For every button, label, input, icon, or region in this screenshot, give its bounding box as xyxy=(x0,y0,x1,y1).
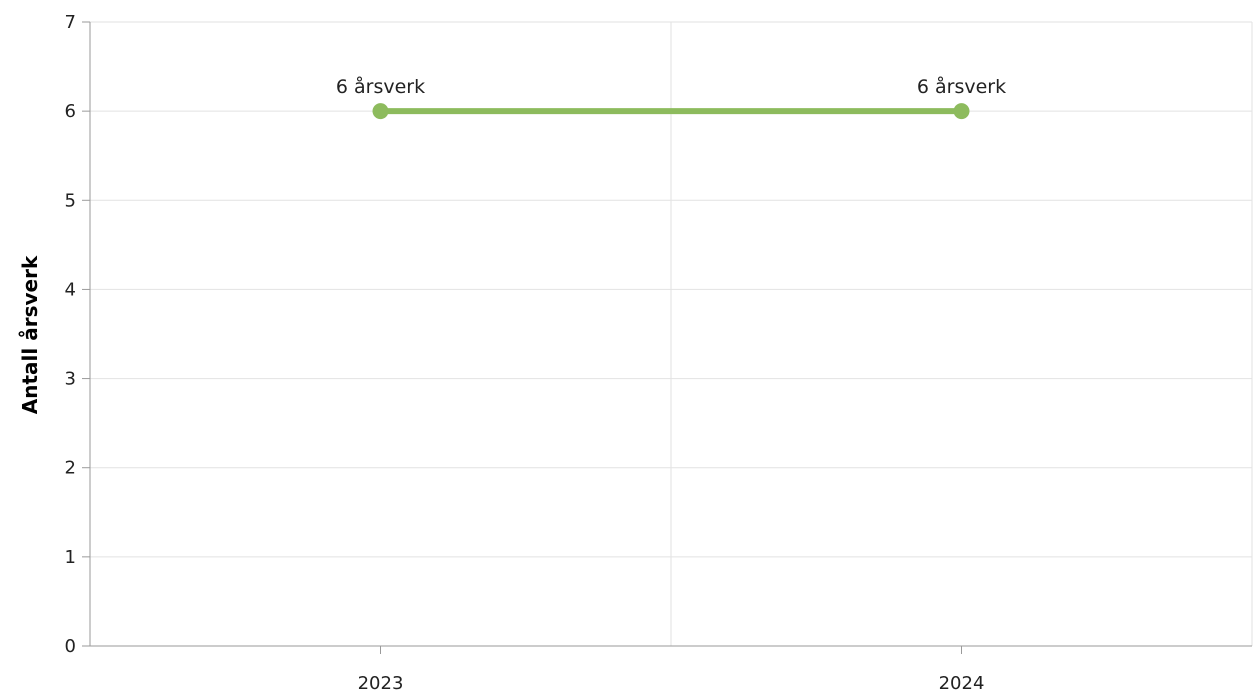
gridlines xyxy=(90,21,1253,646)
data-label: 6 årsverk xyxy=(336,75,425,98)
y-tick-label: 3 xyxy=(65,369,76,390)
y-tick-label: 7 xyxy=(65,12,76,33)
data-point xyxy=(372,103,389,120)
x-tick-label: 2023 xyxy=(358,673,404,694)
data-point xyxy=(953,103,970,120)
y-tick-label: 2 xyxy=(65,458,76,479)
y-tick-label: 6 xyxy=(65,101,76,122)
data-labels: 6 årsverk 6 årsverk xyxy=(336,75,1006,98)
y-tick-label: 1 xyxy=(65,547,76,568)
series xyxy=(372,103,970,120)
y-axis-title: Antall årsverk xyxy=(18,255,42,414)
data-label: 6 årsverk xyxy=(917,75,1006,98)
x-tick-label: 2024 xyxy=(939,673,985,694)
y-tick-label: 0 xyxy=(65,636,76,657)
y-tick-label: 4 xyxy=(65,279,76,300)
y-tick-label: 5 xyxy=(65,190,76,211)
axes: 0 1 2 3 4 5 6 7 2023 2024 xyxy=(65,12,1252,694)
